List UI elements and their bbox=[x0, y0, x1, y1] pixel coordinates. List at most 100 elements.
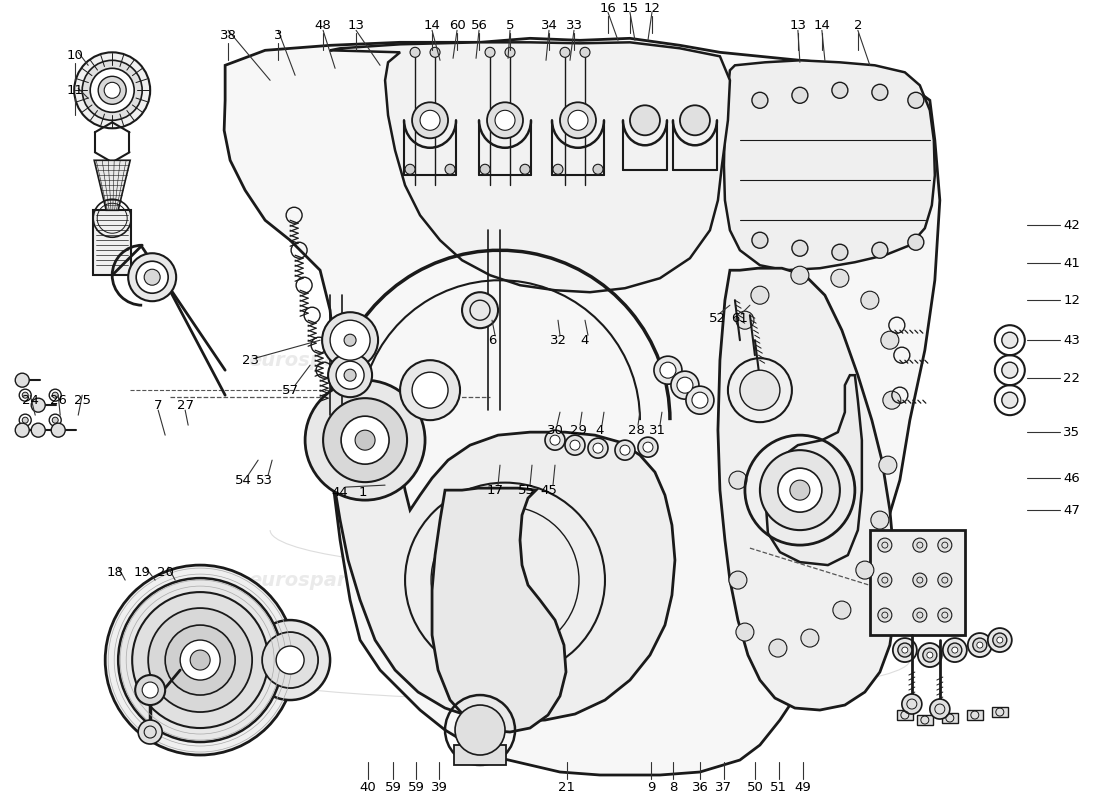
Circle shape bbox=[129, 254, 176, 302]
Circle shape bbox=[405, 164, 415, 174]
Circle shape bbox=[893, 638, 916, 662]
Circle shape bbox=[872, 242, 888, 258]
Bar bbox=[942, 713, 958, 723]
Circle shape bbox=[872, 84, 888, 100]
Circle shape bbox=[615, 440, 635, 460]
Circle shape bbox=[883, 391, 901, 409]
Circle shape bbox=[560, 102, 596, 138]
Circle shape bbox=[993, 633, 1007, 647]
Text: 12: 12 bbox=[1064, 294, 1080, 306]
Circle shape bbox=[262, 632, 318, 688]
Circle shape bbox=[792, 87, 807, 103]
Text: 4: 4 bbox=[596, 424, 604, 437]
Circle shape bbox=[553, 164, 563, 174]
Circle shape bbox=[341, 416, 389, 464]
Text: 17: 17 bbox=[486, 484, 504, 497]
Circle shape bbox=[676, 377, 693, 393]
Circle shape bbox=[791, 266, 808, 284]
Circle shape bbox=[752, 92, 768, 108]
Circle shape bbox=[856, 561, 873, 579]
Circle shape bbox=[778, 468, 822, 512]
Circle shape bbox=[420, 110, 440, 130]
Text: 12: 12 bbox=[644, 2, 660, 15]
Circle shape bbox=[1002, 332, 1018, 348]
Circle shape bbox=[927, 652, 933, 658]
Circle shape bbox=[565, 435, 585, 455]
Circle shape bbox=[52, 417, 58, 423]
Circle shape bbox=[22, 392, 29, 398]
Circle shape bbox=[1002, 392, 1018, 408]
Circle shape bbox=[686, 386, 714, 414]
Circle shape bbox=[968, 633, 992, 657]
Polygon shape bbox=[95, 160, 130, 210]
Circle shape bbox=[729, 571, 747, 589]
Text: 7: 7 bbox=[154, 398, 163, 412]
Text: 2: 2 bbox=[854, 19, 862, 32]
Circle shape bbox=[930, 699, 949, 719]
Circle shape bbox=[31, 423, 45, 437]
Circle shape bbox=[132, 592, 268, 728]
Text: 16: 16 bbox=[600, 2, 616, 15]
Circle shape bbox=[15, 423, 30, 437]
Circle shape bbox=[148, 608, 252, 712]
Circle shape bbox=[305, 380, 425, 500]
Circle shape bbox=[580, 47, 590, 58]
Circle shape bbox=[736, 311, 754, 330]
Circle shape bbox=[908, 234, 924, 250]
Circle shape bbox=[560, 47, 570, 58]
Circle shape bbox=[902, 647, 908, 653]
Text: eurospares: eurospares bbox=[579, 350, 702, 370]
Polygon shape bbox=[724, 60, 935, 270]
Circle shape bbox=[751, 286, 769, 304]
Text: 48: 48 bbox=[315, 19, 331, 32]
Circle shape bbox=[104, 82, 120, 98]
Circle shape bbox=[917, 643, 942, 667]
Circle shape bbox=[790, 480, 810, 500]
Circle shape bbox=[952, 647, 958, 653]
Text: 11: 11 bbox=[67, 84, 84, 97]
Circle shape bbox=[139, 720, 162, 744]
Circle shape bbox=[832, 244, 848, 260]
Text: 46: 46 bbox=[1064, 472, 1080, 485]
Circle shape bbox=[98, 76, 126, 104]
Text: 14: 14 bbox=[424, 19, 440, 32]
Circle shape bbox=[412, 372, 448, 408]
Text: 42: 42 bbox=[1064, 218, 1080, 232]
Text: 51: 51 bbox=[770, 781, 788, 794]
Circle shape bbox=[568, 110, 588, 130]
Text: 4: 4 bbox=[581, 334, 590, 346]
Circle shape bbox=[136, 262, 168, 294]
Text: 21: 21 bbox=[559, 781, 575, 794]
Circle shape bbox=[830, 270, 849, 287]
Circle shape bbox=[878, 573, 892, 587]
Text: 36: 36 bbox=[692, 781, 708, 794]
Circle shape bbox=[135, 675, 165, 705]
Circle shape bbox=[752, 232, 768, 248]
Circle shape bbox=[948, 643, 961, 657]
Circle shape bbox=[180, 640, 220, 680]
Text: 27: 27 bbox=[177, 398, 194, 412]
Text: 1: 1 bbox=[359, 486, 367, 498]
Circle shape bbox=[943, 638, 967, 662]
Circle shape bbox=[82, 60, 142, 120]
Circle shape bbox=[861, 291, 879, 310]
Circle shape bbox=[1002, 362, 1018, 378]
Circle shape bbox=[412, 102, 448, 138]
Circle shape bbox=[740, 370, 780, 410]
Circle shape bbox=[52, 392, 58, 398]
Circle shape bbox=[485, 47, 495, 58]
Circle shape bbox=[505, 47, 515, 58]
Circle shape bbox=[593, 443, 603, 453]
Text: 56: 56 bbox=[471, 19, 487, 32]
Circle shape bbox=[878, 538, 892, 552]
Circle shape bbox=[997, 637, 1003, 643]
Circle shape bbox=[792, 240, 807, 256]
Text: 54: 54 bbox=[234, 474, 252, 486]
Text: eurospares: eurospares bbox=[249, 350, 372, 370]
Circle shape bbox=[692, 392, 708, 408]
Circle shape bbox=[593, 164, 603, 174]
Text: eurospares: eurospares bbox=[249, 570, 372, 590]
Circle shape bbox=[769, 639, 786, 657]
Circle shape bbox=[913, 608, 927, 622]
Circle shape bbox=[410, 47, 420, 58]
